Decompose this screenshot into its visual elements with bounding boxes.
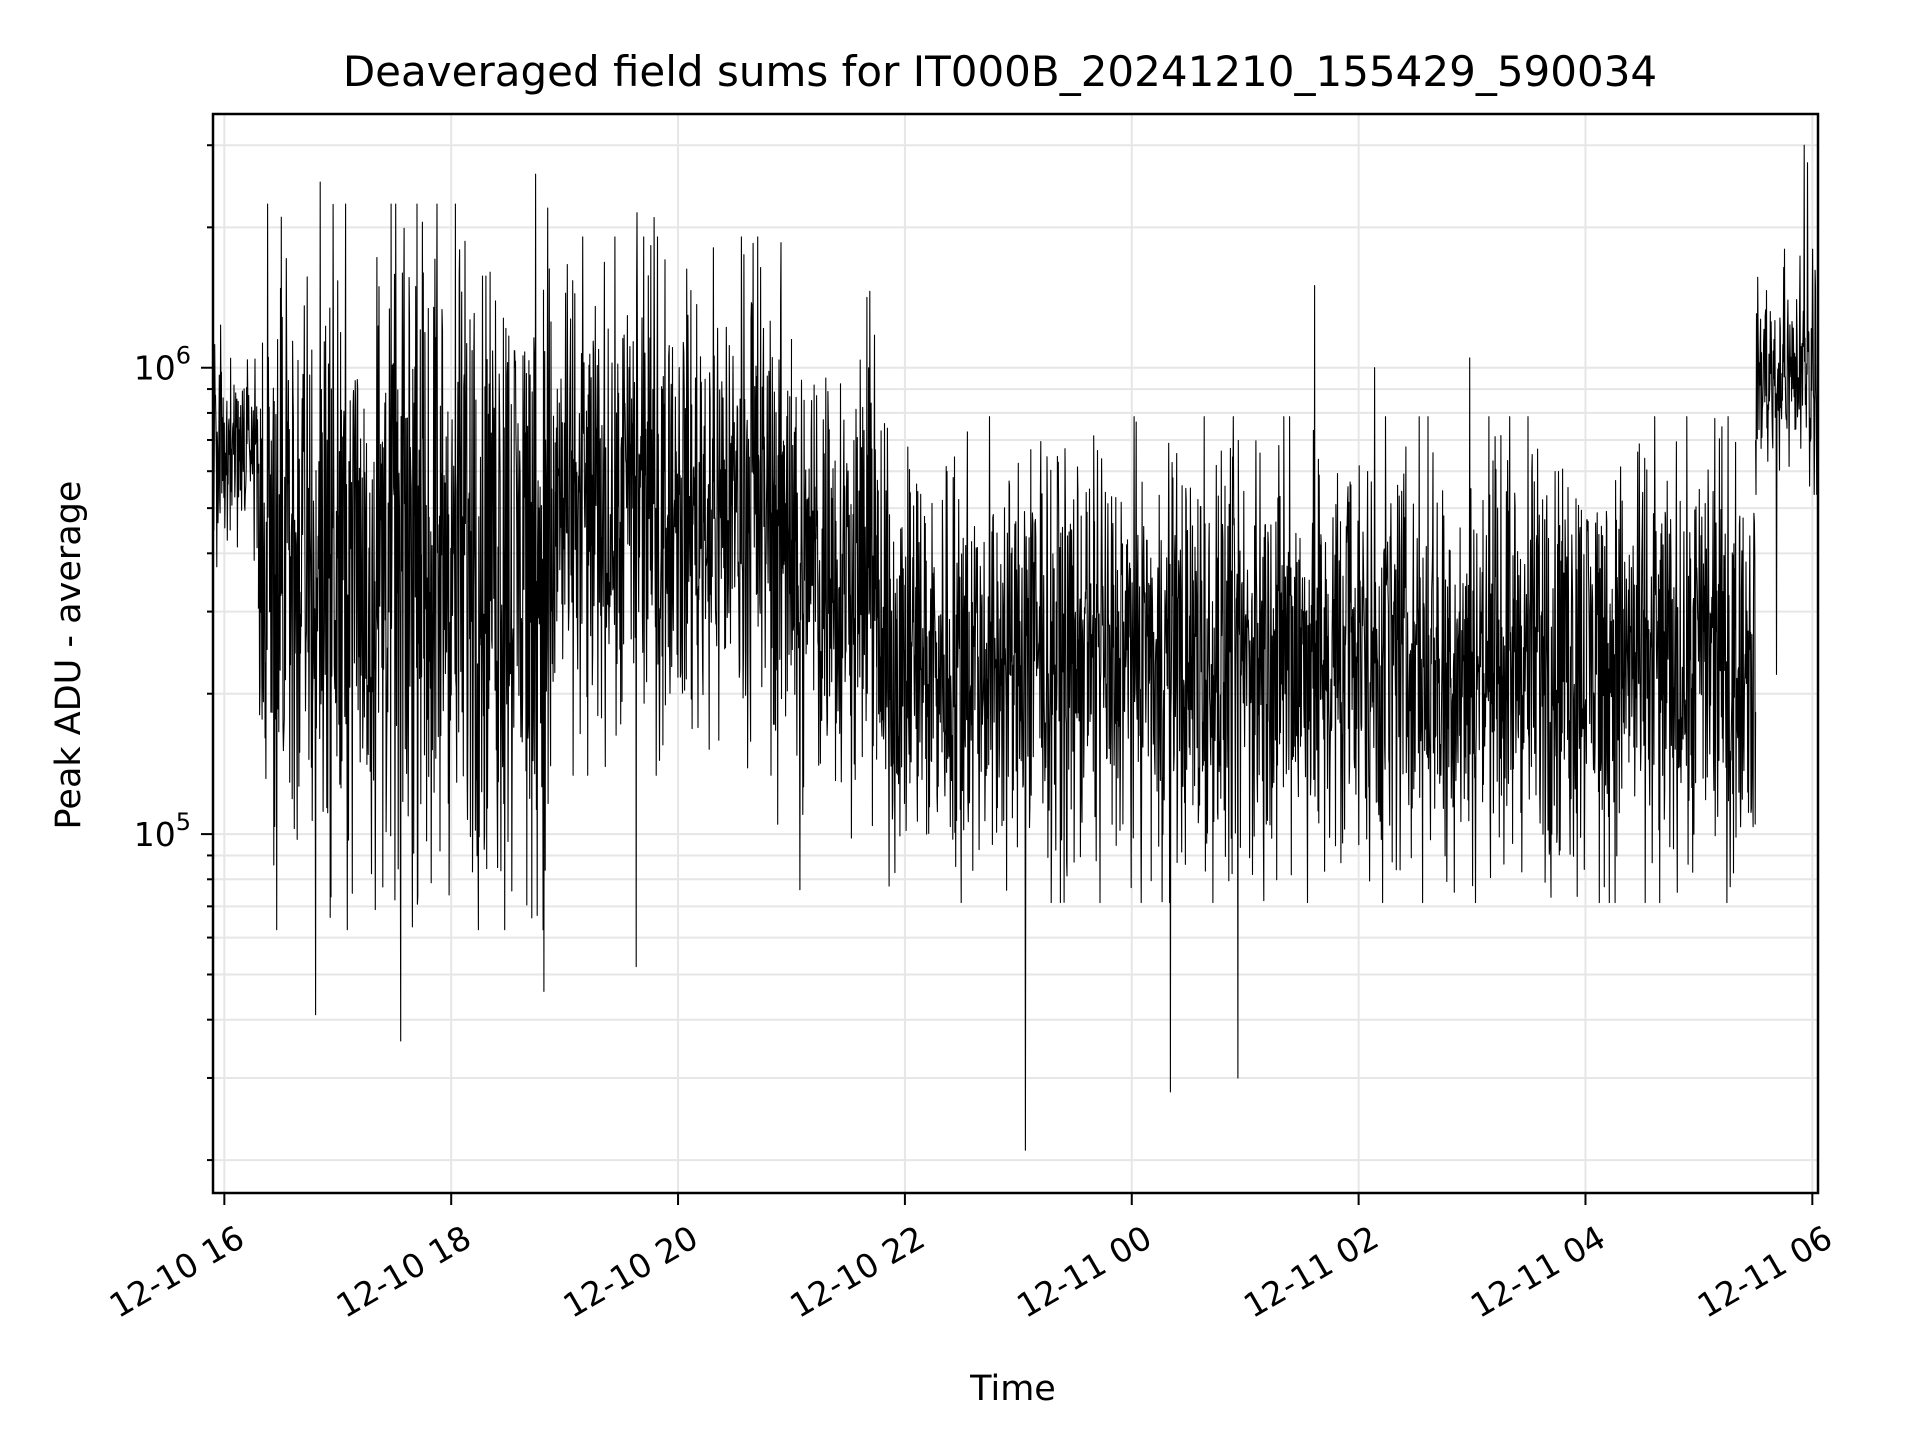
plot-area <box>212 144 1819 1151</box>
series-line-segment <box>1755 144 1819 675</box>
series-line-segment <box>212 324 259 568</box>
y-tick-label-exponent: 5 <box>176 808 191 836</box>
series-line-segment <box>876 285 1757 1151</box>
y-tick-label-exponent: 6 <box>176 342 191 370</box>
series-line-segment <box>257 173 556 1042</box>
series-line-segment <box>790 290 878 891</box>
series-line-segment <box>554 212 793 968</box>
y-axis-label: Peak ADU - average <box>49 481 89 830</box>
y-tick-label: 106 <box>134 342 191 388</box>
x-axis-label: Time <box>969 1369 1056 1409</box>
y-tick-label: 105 <box>134 808 191 854</box>
y-tick-label-base: 10 <box>134 349 176 388</box>
axes-frame <box>211 112 1820 1195</box>
chart-title: Deaveraged field sums for IT000B_2024121… <box>343 47 1657 96</box>
y-tick-label-base: 10 <box>134 815 176 854</box>
